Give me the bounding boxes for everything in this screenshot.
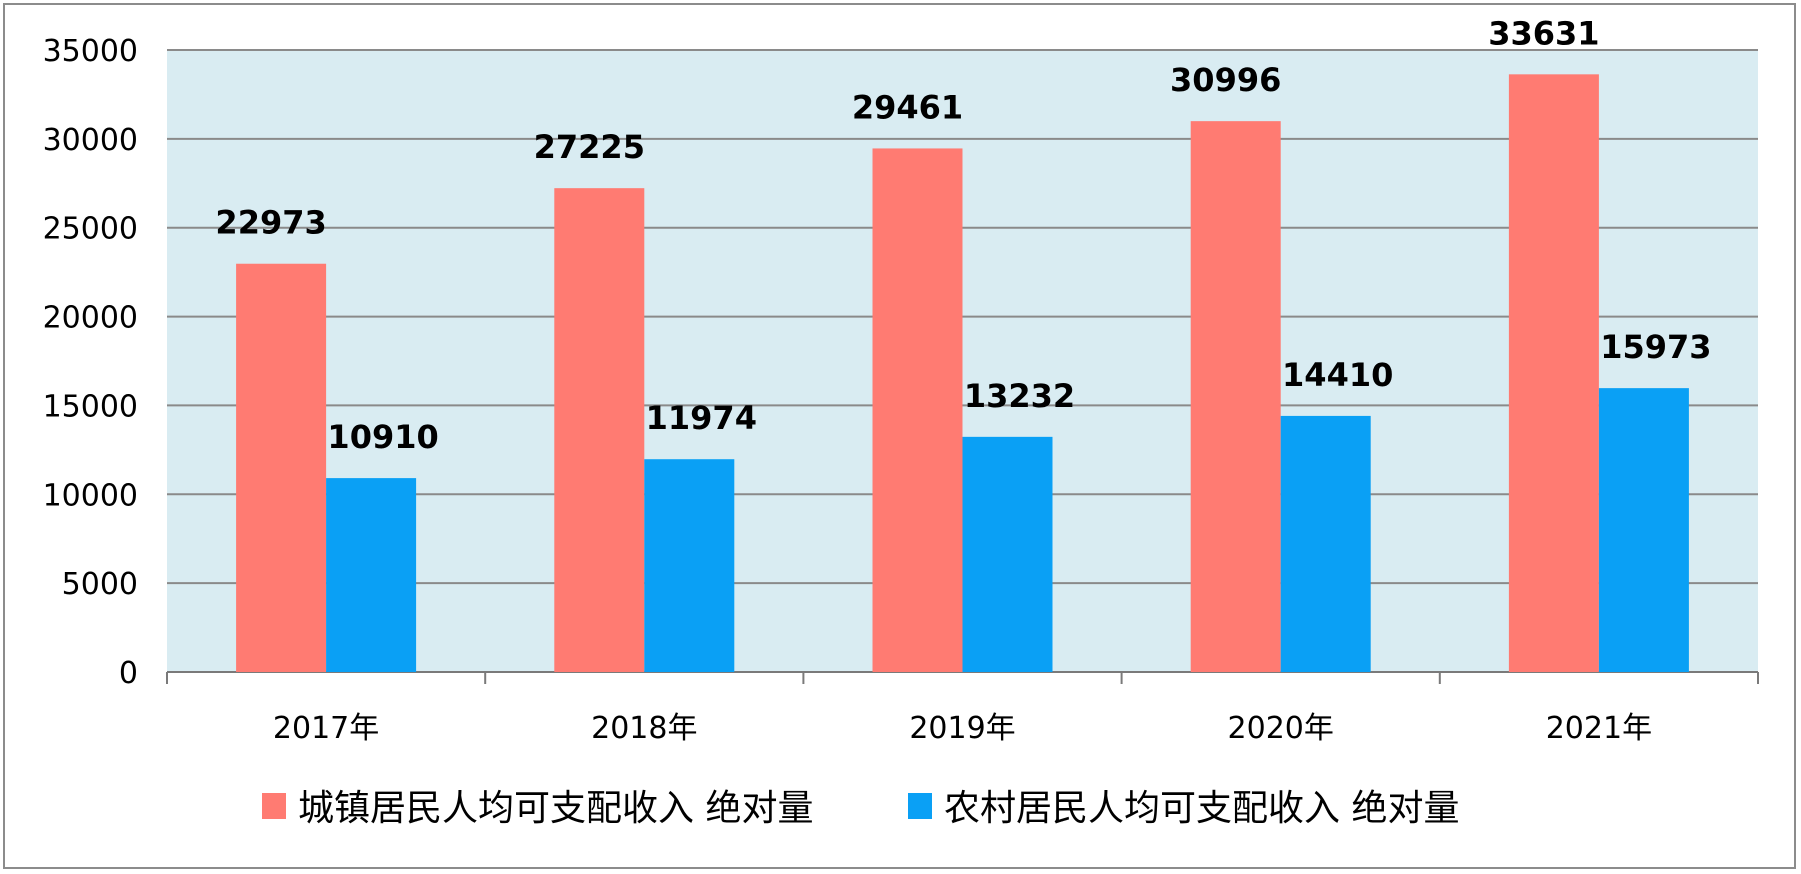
y-tick-label: 0 [119,656,138,691]
bar-urban [872,148,963,673]
data-label: 33631 [1488,14,1599,52]
y-tick-label: 10000 [43,478,138,513]
data-label: 11974 [646,399,757,437]
data-label: 13232 [964,377,1075,415]
legend-label: 农村居民人均可支配收入 绝对量 [944,788,1459,829]
legend-swatch [262,793,286,819]
data-label: 22973 [215,204,326,242]
y-tick-label: 35000 [43,34,138,69]
bar-rural [1280,415,1371,672]
bar-rural [644,459,735,672]
x-tick-label: 2019年 [909,711,1015,746]
data-label: 27225 [534,128,645,166]
y-tick-label: 20000 [43,301,138,336]
bar-urban [554,188,645,672]
bar-rural [962,436,1053,672]
x-tick-label: 2020年 [1228,711,1334,746]
bar-urban [1508,74,1599,672]
data-label: 29461 [852,88,963,126]
legend-swatch [908,793,932,819]
bar-urban [236,263,327,672]
data-label: 14410 [1282,356,1393,394]
y-tick-label: 25000 [43,212,138,247]
bar-rural [326,478,417,672]
bar-urban [1190,121,1281,672]
x-tick-label: 2018年 [591,711,697,746]
y-tick-label: 15000 [43,389,138,424]
data-label: 15973 [1600,328,1711,366]
y-tick-label: 5000 [62,567,138,602]
data-label: 10910 [327,418,438,456]
data-label: 30996 [1170,61,1281,99]
x-tick-label: 2017年 [273,711,379,746]
legend-label: 城镇居民人均可支配收入 绝对量 [298,788,813,829]
bar-rural [1598,388,1689,672]
y-tick-label: 30000 [43,123,138,158]
x-tick-label: 2021年 [1546,711,1652,746]
